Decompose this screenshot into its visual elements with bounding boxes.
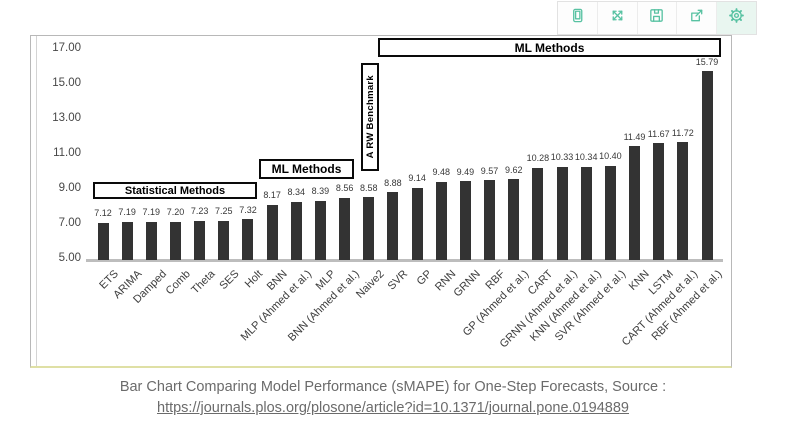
bar-value-label: 7.19 <box>118 207 136 218</box>
bar-value-label: 9.14 <box>408 173 426 184</box>
bar-value-label: 8.39 <box>311 186 330 197</box>
chart-toolbar <box>557 1 757 35</box>
x-axis-label: Theta <box>188 268 218 297</box>
bar-value-label: 7.25 <box>215 206 233 217</box>
bar <box>314 200 326 260</box>
bar-value-label: 11.72 <box>671 127 694 138</box>
bar-value-label: 11.49 <box>623 131 646 142</box>
bar <box>604 165 616 260</box>
y-axis-tick-label: 17.00 <box>52 42 81 54</box>
annotation-ml-methods-large: ML Methods <box>378 38 721 57</box>
bar <box>121 221 133 260</box>
bar-value-label: 7.12 <box>94 208 112 219</box>
bar-value-label: 10.40 <box>599 151 622 161</box>
bar-value-label: 9.49 <box>456 166 475 177</box>
caption-link-row: https://journals.plos.org/plosone/articl… <box>0 400 786 416</box>
bar <box>653 143 665 260</box>
save-button[interactable] <box>636 2 677 34</box>
bar <box>363 197 375 260</box>
bar-value-label: 8.17 <box>263 190 281 201</box>
export-button[interactable] <box>676 2 716 34</box>
device-preview-button[interactable] <box>558 2 597 34</box>
bar <box>266 204 278 260</box>
bar-value-label: 7.23 <box>190 206 209 217</box>
bar <box>194 220 206 260</box>
annotation-rw-benchmark: A RW Benchmark <box>361 63 379 171</box>
y-axis-tick-label: 11.00 <box>53 147 81 159</box>
x-axis-label: SVR <box>385 268 411 293</box>
chart-caption: Bar Chart Comparing Model Performance (s… <box>119 379 667 395</box>
annotation-ml-methods-small: ML Methods <box>259 159 354 179</box>
gear-icon <box>728 7 745 29</box>
bar-value-label: 8.88 <box>384 177 402 188</box>
bar <box>97 222 109 260</box>
annotation-statistical-methods: Statistical Methods <box>93 182 257 199</box>
x-axis-label: SES <box>217 268 242 293</box>
bar-value-label: 7.32 <box>239 204 257 215</box>
x-axis-line <box>86 259 723 262</box>
bar <box>145 221 157 260</box>
bar <box>339 197 351 260</box>
y-axis-tick-label: 7.00 <box>58 217 81 229</box>
annotation-label: A RW Benchmark <box>364 75 376 159</box>
bar <box>459 181 471 260</box>
bar <box>169 221 181 260</box>
y-axis-tick-label: 13.00 <box>52 112 81 124</box>
bar-value-label: 10.34 <box>574 152 598 163</box>
bar <box>556 166 568 260</box>
bar-value-label: 9.57 <box>480 165 499 176</box>
bar <box>242 219 254 260</box>
y-axis-tick-label: 15.00 <box>52 77 81 89</box>
settings-button[interactable] <box>716 2 756 34</box>
bar <box>508 179 520 260</box>
bar-value-label: 9.62 <box>504 164 523 175</box>
bar-value-label: 11.67 <box>647 128 670 139</box>
bar-value-label: 9.48 <box>432 167 450 178</box>
expand-button[interactable] <box>596 2 637 34</box>
bar <box>387 192 399 260</box>
bar <box>532 167 544 260</box>
bar <box>629 146 641 260</box>
x-axis-label: Comb <box>163 268 193 298</box>
bar-chart-panel: Statistical Methods ML Methods A RW Benc… <box>30 35 732 368</box>
y-axis-tick-label: 5.00 <box>58 252 81 264</box>
expand-icon <box>609 7 626 29</box>
x-axis-label: Holt <box>243 268 266 291</box>
annotation-label: Statistical Methods <box>124 184 226 197</box>
bar <box>218 220 230 260</box>
bar-value-label: 10.33 <box>550 152 574 163</box>
bar <box>484 180 496 260</box>
bar <box>435 181 447 260</box>
save-icon <box>648 7 665 29</box>
annotation-label: ML Methods <box>514 40 585 55</box>
source-link[interactable]: https://journals.plos.org/plosone/articl… <box>157 400 629 416</box>
device-icon <box>569 7 586 29</box>
bar-value-label: 10.28 <box>526 153 550 164</box>
bar <box>411 187 423 260</box>
bar <box>290 201 302 260</box>
x-axis-label: GP <box>414 268 435 288</box>
x-axis-label: GRNN <box>451 268 483 300</box>
export-icon <box>688 7 705 29</box>
bar <box>677 142 689 260</box>
bar-value-label: 15.79 <box>695 56 719 67</box>
bar-value-label: 7.20 <box>166 207 185 217</box>
y-axis-tick-label: 9.00 <box>58 182 81 194</box>
bar-value-label: 8.34 <box>287 187 306 198</box>
bar <box>580 166 592 260</box>
panel-inner-border <box>36 36 37 366</box>
bar-value-label: 7.19 <box>142 207 161 218</box>
bar-value-label: 8.56 <box>335 183 354 194</box>
annotation-label: ML Methods <box>271 162 342 176</box>
bar-value-label: 8.58 <box>359 182 378 193</box>
bar <box>701 71 713 260</box>
